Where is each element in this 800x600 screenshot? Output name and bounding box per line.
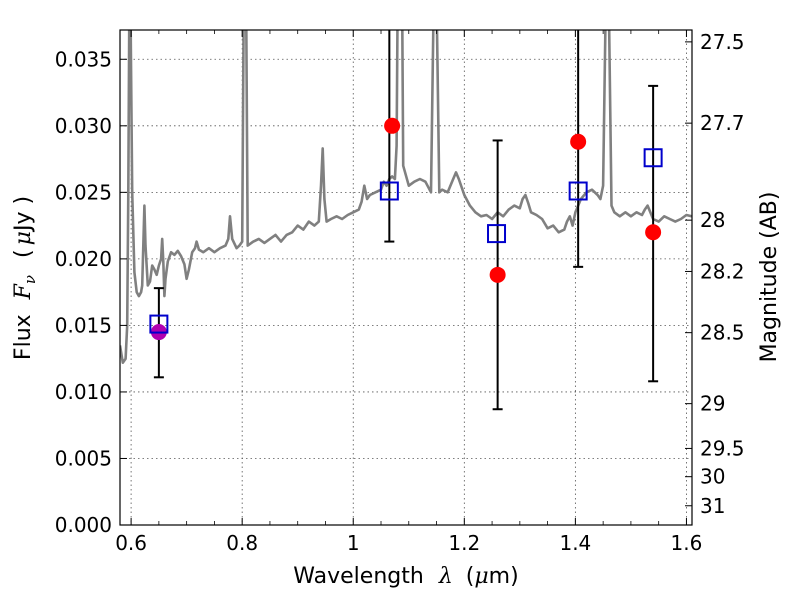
grid — [120, 30, 692, 525]
x-tick-label: 1.4 — [559, 531, 591, 555]
y2-tick-label: 28.2 — [700, 259, 745, 283]
model-square — [379, 181, 399, 201]
model-square — [568, 181, 588, 201]
x-axis-label-text: Wavelength — [293, 564, 424, 589]
y2-tick-label: 27.5 — [700, 30, 745, 54]
y2-tick-label: 28 — [700, 208, 725, 232]
plot-area — [120, 30, 692, 411]
y-axis-label-unit-rest: Jy ) — [11, 196, 36, 233]
y-tick-label: 0.020 — [55, 247, 112, 271]
axis-tick-labels: 0.6 0.8 1 1.2 1.4 1.6 0.000 0.005 0.010 0.015 0.02… — [55, 30, 745, 555]
y-axis-label-symbol: F — [11, 283, 36, 300]
x-axis-label-unit-open: ( — [466, 564, 475, 589]
x-axis-label-unit-rest: m) — [489, 564, 519, 589]
x-axis-label-unit-mu: μ — [474, 564, 488, 589]
x-axis-label-symbol: λ — [438, 564, 453, 589]
observed-point — [489, 266, 506, 283]
y2-tick-label: 28.5 — [700, 321, 745, 345]
secondary-y-axis-label: Magnitude (AB) — [757, 192, 782, 363]
y-axis-label-unit-mu: μ — [11, 231, 36, 245]
y-axis-label-text: Flux — [11, 314, 36, 360]
y-tick-label: 0.035 — [55, 47, 112, 71]
model-square — [487, 224, 507, 244]
x-tick-label: 1 — [347, 531, 360, 555]
x-tick-label: 1.6 — [671, 531, 703, 555]
plot-frame — [119, 29, 693, 526]
y2-tick-label: 31 — [700, 494, 725, 518]
model-spectrum-line — [120, 30, 692, 364]
y2-tick-label: 27.7 — [700, 111, 745, 135]
y-tick-label: 0.000 — [55, 513, 112, 537]
x-tick-label: 1.2 — [448, 531, 480, 555]
observed-point — [384, 117, 401, 134]
model-square — [643, 148, 663, 168]
observed-point — [570, 133, 587, 150]
y-axis-label-unit-open: ( — [11, 249, 36, 258]
observed-point — [645, 224, 662, 241]
y-axis-label: Flux Fν ( μJy ) — [11, 196, 41, 360]
model-square — [149, 314, 169, 334]
axis-ticks — [120, 30, 692, 526]
y2-tick-label: 29 — [700, 392, 725, 416]
x-axis-label: Wavelength λ (μm) — [293, 564, 518, 589]
x-tick-label: 0.8 — [226, 531, 258, 555]
y-tick-label: 0.010 — [55, 380, 112, 404]
y-tick-label: 0.005 — [55, 446, 112, 470]
y2-tick-label: 29.5 — [700, 436, 745, 460]
y2-tick-label: 30 — [700, 465, 725, 489]
y-tick-label: 0.015 — [55, 313, 112, 337]
y-tick-label: 0.030 — [55, 114, 112, 138]
x-tick-label: 0.6 — [115, 531, 147, 555]
y-tick-label: 0.025 — [55, 180, 112, 204]
y-axis-label-sub: ν — [21, 275, 39, 284]
